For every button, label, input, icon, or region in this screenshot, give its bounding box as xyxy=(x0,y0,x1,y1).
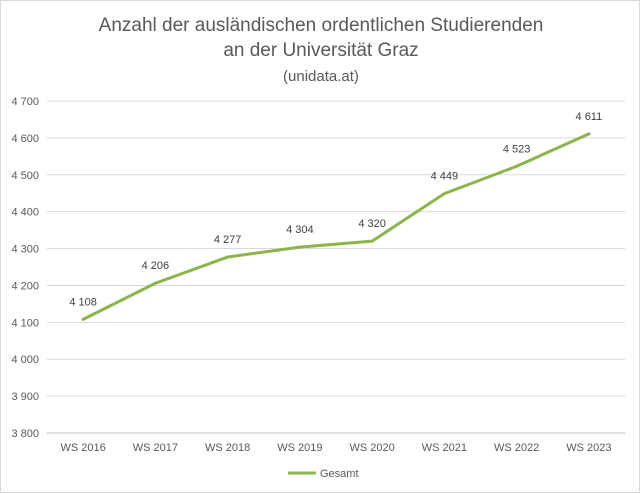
y-tick-label: 4 700 xyxy=(11,96,39,108)
x-tick-label: WS 2019 xyxy=(277,442,322,454)
data-label: 4 206 xyxy=(142,260,170,272)
data-label: 4 449 xyxy=(431,171,459,183)
data-point xyxy=(515,164,519,168)
data-point xyxy=(298,245,302,249)
y-tick-label: 4 100 xyxy=(11,317,39,329)
data-point xyxy=(370,239,374,243)
y-tick-label: 3 800 xyxy=(11,428,39,440)
y-axis-ticks: 3 800 3 900 4 000 4 100 4 200 4 300 4 400 4 500… xyxy=(11,96,39,440)
data-label: 4 611 xyxy=(576,111,603,123)
data-point xyxy=(153,281,157,285)
data-label: 4 304 xyxy=(286,224,314,236)
gridlines xyxy=(47,100,625,434)
y-tick-label: 4 600 xyxy=(11,133,39,145)
y-tick-label: 4 000 xyxy=(11,354,39,366)
chart-title-line-2: an der Universität Graz xyxy=(223,40,418,61)
x-tick-label: WS 2022 xyxy=(494,442,539,454)
chart-title-line-1: Anzahl der ausländischen ordentlichen St… xyxy=(99,15,544,36)
chart-subtitle: (unidata.at) xyxy=(283,68,359,85)
x-tick-label: WS 2021 xyxy=(422,442,467,454)
y-tick-label: 4 400 xyxy=(11,207,39,219)
legend-label-gesamt: Gesamt xyxy=(320,468,359,480)
y-tick-label: 4 200 xyxy=(11,280,39,292)
legend: Gesamt xyxy=(288,468,359,480)
data-point xyxy=(226,255,230,259)
x-tick-label: WS 2018 xyxy=(205,442,250,454)
y-tick-label: 3 900 xyxy=(11,391,39,403)
data-label: 4 320 xyxy=(358,218,386,230)
series-gesamt xyxy=(81,132,591,321)
series-line xyxy=(81,132,591,321)
data-point xyxy=(587,132,591,136)
x-axis-ticks: WS 2016 WS 2017 WS 2018 WS 2019 WS 2020 WS 20… xyxy=(61,442,612,454)
x-tick-label: WS 2016 xyxy=(61,442,106,454)
x-tick-label: WS 2023 xyxy=(566,442,611,454)
data-label: 4 277 xyxy=(214,234,242,246)
y-tick-label: 4 500 xyxy=(11,170,39,182)
data-point xyxy=(81,317,85,321)
x-tick-label: WS 2020 xyxy=(350,442,395,454)
data-label: 4 523 xyxy=(503,143,531,155)
data-point xyxy=(442,192,446,196)
data-label: 4 108 xyxy=(69,296,97,308)
y-tick-label: 4 300 xyxy=(11,244,39,256)
data-labels: 4 108 4 206 4 277 4 304 4 320 4 449 4 523 4 611 xyxy=(69,111,602,309)
x-tick-label: WS 2017 xyxy=(133,442,178,454)
